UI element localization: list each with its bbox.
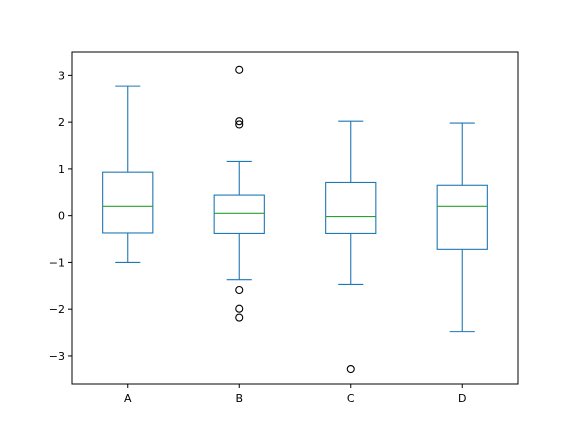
box-series [102,65,488,374]
outlier-point [235,313,244,322]
box-body [436,184,488,250]
y-tick-label: 1 [58,163,65,176]
x-axis: A B C D [124,384,466,405]
x-tick-label: C [347,392,355,405]
box-d [436,122,488,333]
box-a [102,85,154,263]
outlier-point [235,285,244,295]
x-tick-label: A [124,392,132,405]
outlier-point [346,364,355,374]
box-c [325,120,377,374]
box-b [213,65,265,322]
box-body [102,171,154,234]
y-tick-label: −2 [49,303,65,316]
outlier-point [235,304,244,313]
y-tick-label: 2 [58,116,65,129]
x-tick-label: B [235,392,243,405]
y-tick-label: 3 [58,69,65,82]
y-tick-label: −3 [49,350,65,363]
outlier-point [235,120,244,129]
box-body [213,194,265,234]
outlier-point [235,65,244,74]
plot-area-frame [71,51,519,385]
y-tick-label: 0 [58,210,65,223]
outlier-point [235,117,244,126]
x-tick-label: D [458,392,466,405]
y-axis: 3 2 1 0 −1 −2 −3 [49,69,72,363]
y-tick-label: −1 [49,256,65,269]
box-body [325,181,377,234]
